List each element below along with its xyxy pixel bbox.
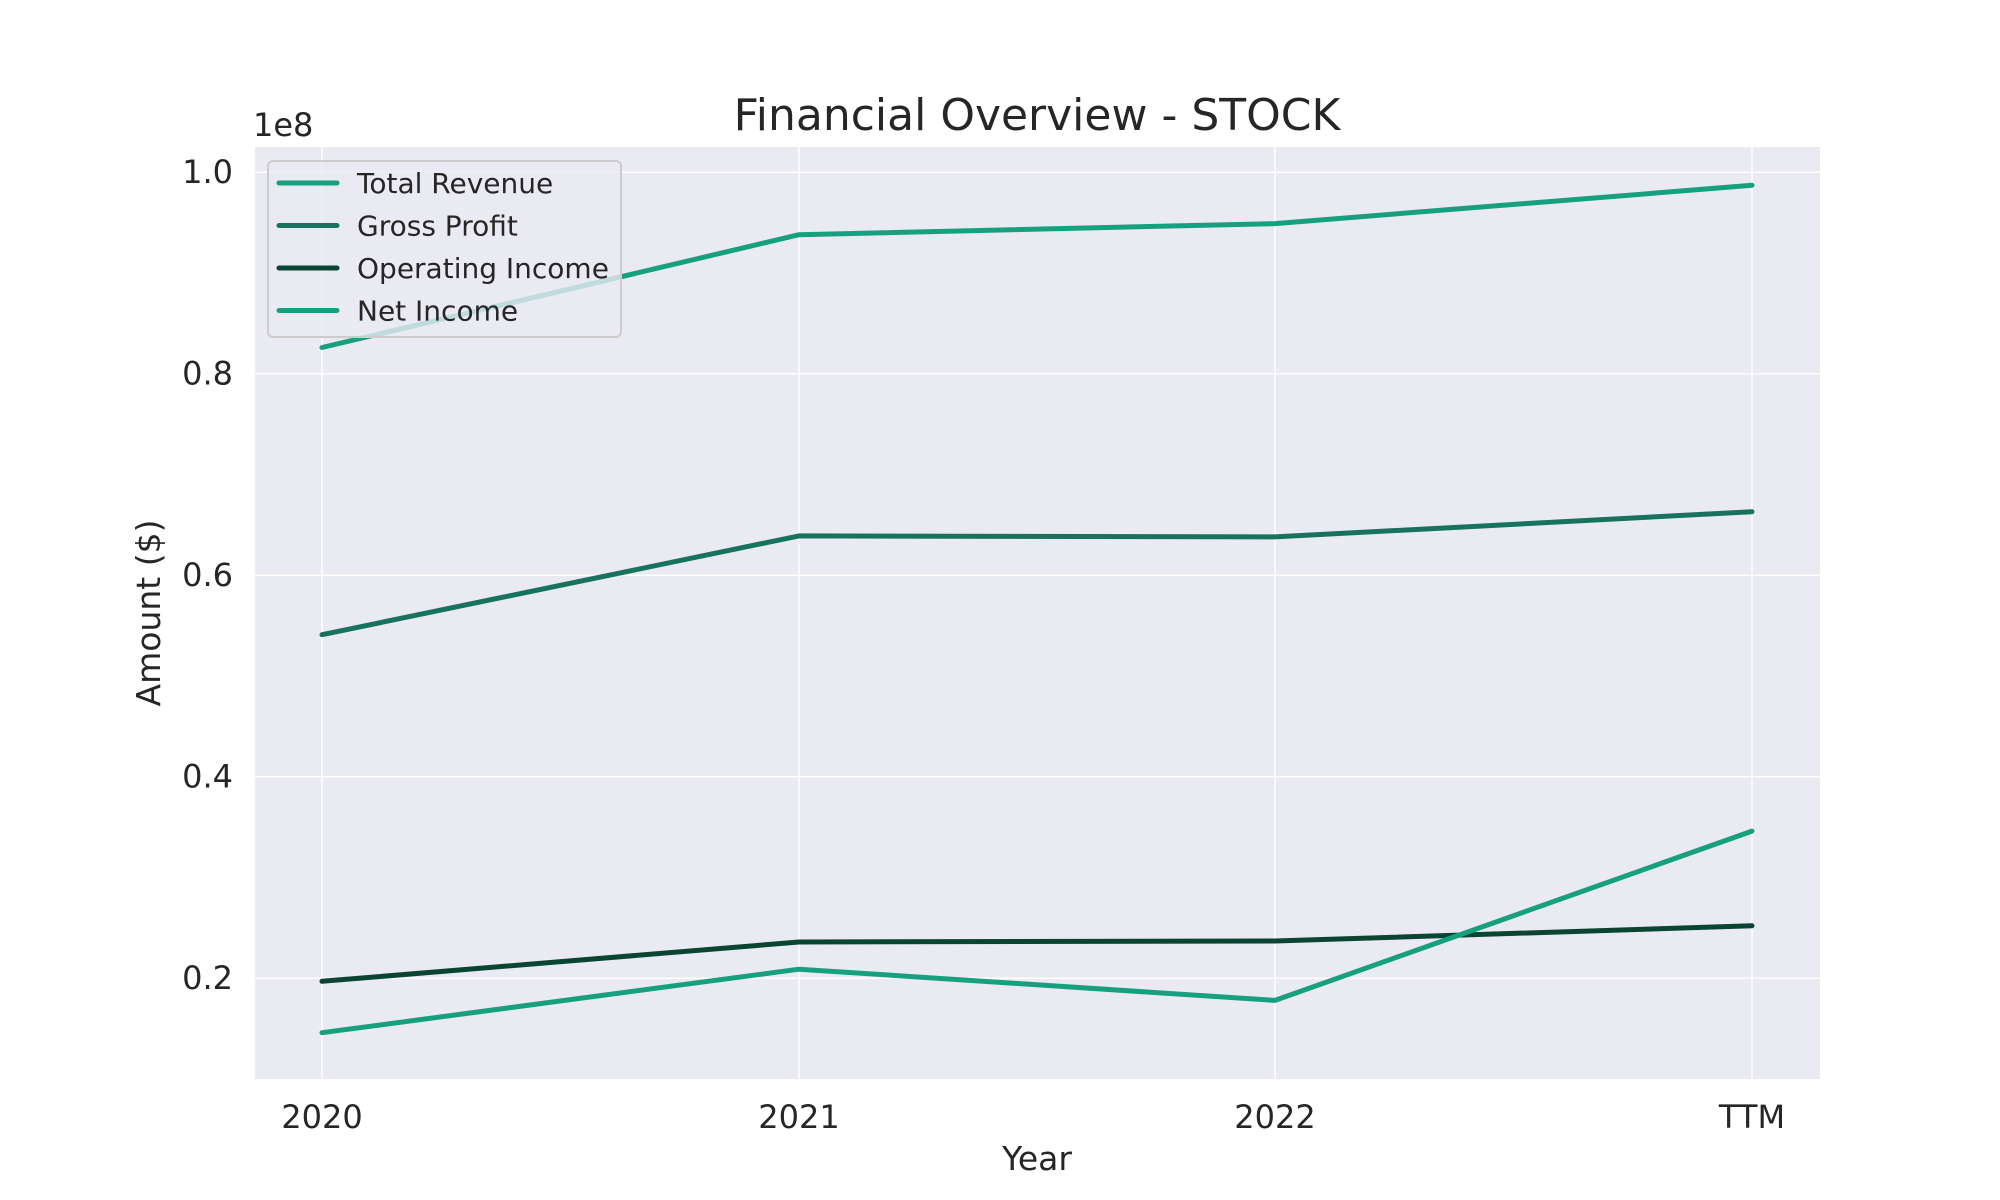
legend-item-gross-profit: Gross Profit [276, 210, 518, 243]
y-tick-label: 0.4 [182, 758, 233, 796]
series-line-operating-income [319, 923, 1755, 984]
legend-item-operating-income: Operating Income [276, 252, 609, 285]
series-line-gross-profit [319, 509, 1755, 638]
legend-label: Gross Profit [357, 210, 518, 243]
x-tick-label: 2022 [1234, 1098, 1315, 1136]
y-axis-offset-label: 1e8 [253, 106, 313, 144]
y-tick-label: 0.6 [182, 556, 233, 594]
y-tick-label: 0.2 [182, 959, 233, 997]
x-tick-label: 2020 [281, 1098, 362, 1136]
series-line-net-income [319, 828, 1755, 1036]
y-axis-label: Amount ($) [129, 520, 168, 707]
y-tick-label: 0.8 [182, 355, 233, 393]
legend-item-total-revenue: Total Revenue [276, 167, 553, 200]
legend-item-net-income: Net Income [276, 295, 518, 328]
x-axis-ticks: 2020 2021 2022 TTM [281, 1098, 1785, 1136]
y-tick-label: 1.0 [182, 153, 233, 191]
chart-title: Financial Overview - STOCK [734, 90, 1342, 141]
legend-label: Net Income [357, 295, 518, 328]
legend-label: Total Revenue [356, 167, 553, 200]
x-axis-label: Year [1001, 1139, 1072, 1178]
legend: Total Revenue Gross Profit Operating Incom… [267, 160, 622, 338]
legend-label: Operating Income [357, 252, 609, 285]
x-tick-label: 2021 [758, 1098, 839, 1136]
legend-box [267, 160, 622, 338]
x-tick-label: TTM [1718, 1098, 1785, 1136]
y-axis-ticks: 0.2 0.4 0.6 0.8 1.0 [182, 153, 233, 997]
